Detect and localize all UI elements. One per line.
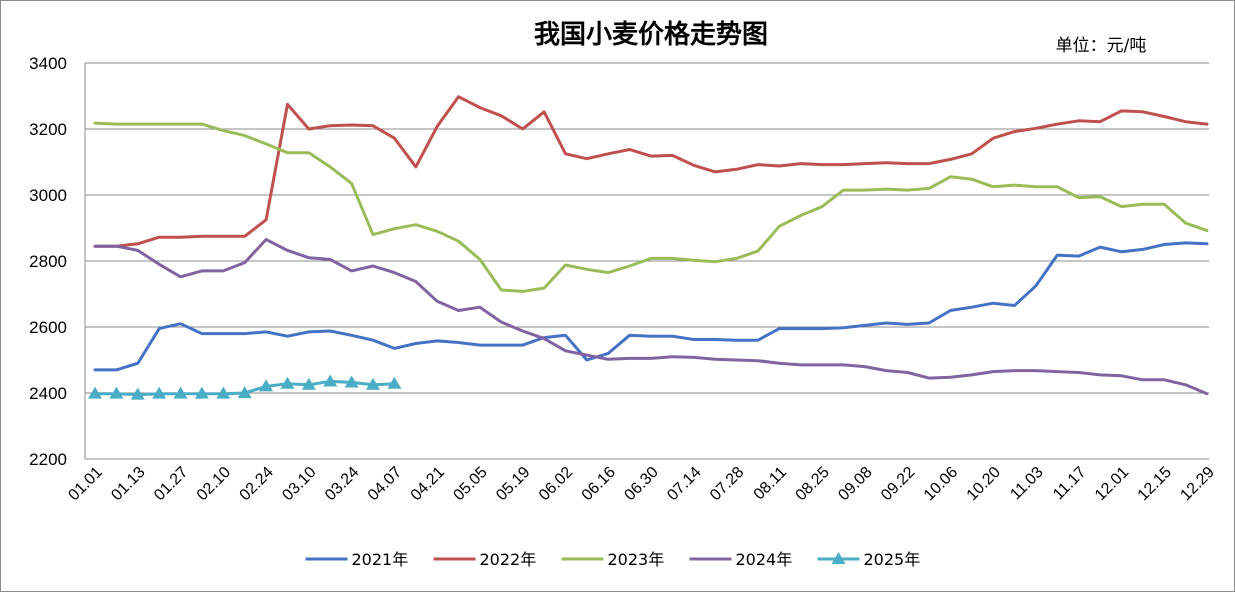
data-point-marker (301, 377, 316, 390)
x-tick-label: 12.29 (1177, 464, 1217, 504)
x-tick-label: 09.22 (878, 464, 918, 504)
x-tick-label: 02.24 (237, 464, 277, 504)
y-tick-label: 3000 (29, 186, 67, 205)
x-tick-label: 10.20 (964, 464, 1004, 504)
x-tick-label: 04.21 (408, 464, 448, 504)
x-tick-label: 06.02 (536, 464, 576, 504)
grid-lines (85, 62, 1209, 460)
x-tick-label: 08.25 (793, 464, 833, 504)
legend-label: 2021年 (352, 550, 409, 569)
x-tick-label: 11.17 (1050, 464, 1090, 504)
y-tick-label: 2400 (29, 384, 67, 403)
x-tick-label: 11.03 (1007, 464, 1047, 504)
x-tick-label: 01.01 (65, 464, 105, 504)
y-tick-label: 3200 (29, 120, 67, 139)
series-line-2021年 (93, 241, 1209, 372)
x-tick-label: 06.30 (621, 464, 661, 504)
y-tick-label: 3400 (29, 54, 67, 73)
legend: 2021年 2022年 2023年 2024年 2025年 (305, 550, 921, 569)
x-tick-label: 03.10 (279, 464, 319, 504)
x-tick-label: 05.05 (450, 464, 490, 504)
y-tick-label: 2800 (29, 252, 67, 271)
x-tick-label: 12.01 (1092, 464, 1132, 504)
y-tick-label: 2600 (29, 318, 67, 337)
data-point-marker (344, 375, 359, 388)
data-point-marker (194, 386, 209, 399)
y-tick-label: 2200 (29, 450, 67, 469)
data-point-marker (216, 386, 231, 399)
data-point-marker (173, 386, 188, 399)
data-point-marker (130, 387, 145, 400)
x-tick-label: 06.16 (579, 464, 619, 504)
data-point-marker (280, 376, 295, 389)
legend-label: 2024年 (736, 550, 793, 569)
x-tick-label: 12.15 (1135, 464, 1175, 504)
legend-label: 2025年 (864, 550, 921, 569)
x-axis: 01.01 01.13 01.27 02.10 02.24 03.10 03.24 04.07… (65, 464, 1217, 504)
x-tick-label: 07.14 (664, 464, 704, 504)
chart-title: 我国小麦价格走势图 (534, 19, 768, 50)
data-point-marker (323, 374, 338, 387)
x-tick-label: 08.11 (751, 464, 791, 504)
data-point-marker (366, 377, 380, 390)
y-axis: 2200 2400 2600 2800 3000 3200 3400 (29, 54, 86, 469)
series-line-2024年 (93, 238, 1209, 396)
x-tick-label: 04.07 (365, 464, 405, 504)
legend-marker (831, 552, 846, 564)
series-line-2022年 (93, 95, 1209, 248)
legend-label: 2022年 (480, 550, 537, 569)
x-tick-label: 01.27 (151, 464, 191, 504)
legend-label: 2023年 (608, 550, 665, 569)
data-point-marker (387, 376, 402, 389)
x-tick-label: 01.13 (108, 464, 148, 504)
x-tick-label: 09.08 (835, 464, 875, 504)
data-point-marker (88, 386, 102, 399)
x-tick-label: 10.06 (921, 464, 961, 504)
data-point-marker (259, 379, 274, 392)
series-line-2023年 (93, 121, 1209, 293)
x-tick-label: 05.19 (493, 464, 533, 504)
x-tick-label: 07.28 (707, 464, 747, 504)
data-point-marker (109, 386, 124, 399)
data-point-marker (237, 386, 252, 398)
unit-label: 单位：元/吨 (1056, 36, 1147, 56)
x-tick-label: 02.10 (194, 464, 234, 504)
series-lines (88, 95, 1209, 400)
x-tick-label: 03.24 (322, 464, 362, 504)
data-point-marker (152, 386, 167, 399)
